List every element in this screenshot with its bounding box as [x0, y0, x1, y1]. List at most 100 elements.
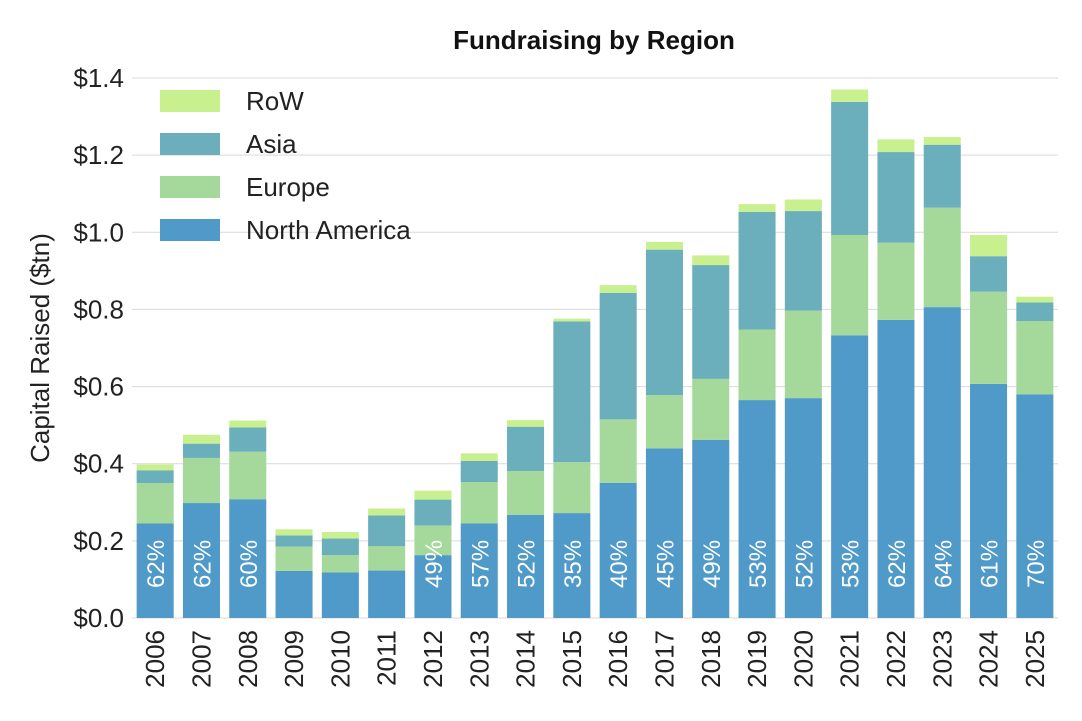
bar-row-2007 [182, 434, 220, 444]
bar-row-2012 [414, 490, 452, 500]
bar-asia-2021 [831, 101, 869, 235]
bar-north-america-2016 [599, 483, 637, 618]
bar-share-label: 45% [652, 540, 679, 588]
y-axis-label: Capital Raised ($tn) [25, 233, 55, 463]
chart-title: Fundraising by Region [453, 25, 735, 55]
x-tick-label: 2022 [881, 630, 911, 688]
bar-europe-2025 [1016, 321, 1054, 395]
x-tick-label: 2006 [140, 630, 170, 688]
bar-row-2020 [784, 199, 822, 212]
bar-row-2006 [136, 464, 174, 471]
bar-share-label: 53% [838, 540, 865, 588]
y-tick-label: $0.0 [73, 603, 124, 633]
x-tick-label: 2014 [511, 630, 541, 688]
x-tick-label: 2007 [186, 630, 216, 688]
y-tick-label: $0.2 [73, 526, 124, 556]
bar-share-label: 62% [884, 540, 911, 588]
legend-label: RoW [246, 86, 304, 116]
bar-asia-2019 [738, 211, 776, 330]
bar-north-america-2024 [970, 383, 1008, 618]
x-tick-label: 2013 [464, 630, 494, 688]
bar-north-america-2021 [831, 335, 869, 618]
x-tick-label: 2021 [835, 630, 865, 688]
bar-asia-2006 [136, 470, 174, 483]
bars [136, 89, 1054, 618]
x-tick-label: 2024 [974, 630, 1004, 688]
bar-asia-2012 [414, 499, 452, 526]
bar-row-2015 [553, 318, 591, 322]
bar-share-label: 49% [421, 540, 448, 588]
bar-share-label: 57% [467, 540, 494, 588]
x-tick-label: 2025 [1020, 630, 1050, 688]
bar-europe-2009 [275, 546, 313, 571]
x-tick-label: 2009 [279, 630, 309, 688]
x-tick-label: 2015 [557, 630, 587, 688]
bar-europe-2023 [923, 207, 961, 308]
bar-row-2013 [460, 453, 498, 462]
bar-europe-2007 [182, 457, 220, 504]
bar-asia-2024 [970, 256, 1008, 292]
bar-europe-2019 [738, 329, 776, 401]
bar-row-2016 [599, 285, 637, 293]
bar-europe-2017 [645, 395, 683, 449]
bar-share-label: 62% [189, 540, 216, 588]
bar-north-america-2012 [414, 555, 452, 618]
bar-asia-2015 [553, 321, 591, 463]
x-tick-label: 2011 [372, 630, 402, 686]
bar-north-america-2014 [507, 515, 545, 618]
legend-swatch-europe [160, 176, 220, 198]
bar-row-2010 [321, 531, 359, 539]
bar-europe-2022 [877, 242, 915, 320]
gridlines [132, 77, 1058, 619]
bar-share-label: 52% [514, 540, 541, 588]
bar-asia-2025 [1016, 302, 1054, 321]
bar-asia-2013 [460, 461, 498, 483]
bar-row-2011 [368, 508, 406, 516]
bar-europe-2021 [831, 234, 869, 336]
bar-asia-2017 [645, 249, 683, 396]
bar-row-2014 [507, 420, 545, 427]
y-tick-label: $0.4 [73, 449, 124, 479]
bar-row-2024 [970, 234, 1008, 257]
bar-north-america-2017 [645, 448, 683, 618]
bar-europe-2006 [136, 483, 174, 524]
bar-europe-2018 [692, 378, 730, 440]
bar-north-america-2006 [136, 523, 174, 618]
x-tick-label: 2020 [788, 630, 818, 688]
legend-label: Europe [246, 172, 330, 202]
bar-asia-2010 [321, 538, 359, 556]
x-tick-label: 2008 [233, 630, 263, 688]
bar-asia-2009 [275, 535, 313, 547]
bar-share-label: 40% [606, 540, 633, 588]
legend-label: Asia [246, 129, 297, 159]
x-tick-label: 2023 [927, 630, 957, 688]
bar-europe-2010 [321, 555, 359, 573]
bar-north-america-2023 [923, 307, 961, 618]
legend-swatch-row [160, 90, 220, 112]
legend-swatch-north-america [160, 219, 220, 241]
bar-north-america-2018 [692, 439, 730, 618]
x-tick-label: 2010 [325, 630, 355, 688]
legend: RoW Asia Europe North America [160, 86, 411, 245]
bar-share-label: 53% [745, 540, 772, 588]
bar-europe-2024 [970, 291, 1008, 384]
bar-share-label: 62% [143, 540, 170, 588]
y-tick-label: $0.8 [73, 294, 124, 324]
x-tick-label: 2012 [418, 630, 448, 688]
bar-north-america-2025 [1016, 394, 1054, 618]
bar-europe-2008 [229, 451, 267, 500]
legend-swatch-asia [160, 133, 220, 155]
y-tick-label: $0.6 [73, 372, 124, 402]
bar-asia-2018 [692, 265, 730, 379]
x-tick-label: 2019 [742, 630, 772, 688]
bar-row-2023 [923, 137, 961, 145]
bar-europe-2016 [599, 419, 637, 483]
legend-label: North America [246, 215, 411, 245]
bar-north-america-2020 [784, 398, 822, 618]
bar-row-2022 [877, 139, 915, 153]
bar-share-label: 52% [791, 540, 818, 588]
bar-north-america-2010 [321, 572, 359, 618]
bar-asia-2014 [507, 426, 545, 472]
bar-north-america-2008 [229, 499, 267, 618]
bar-asia-2016 [599, 292, 637, 420]
